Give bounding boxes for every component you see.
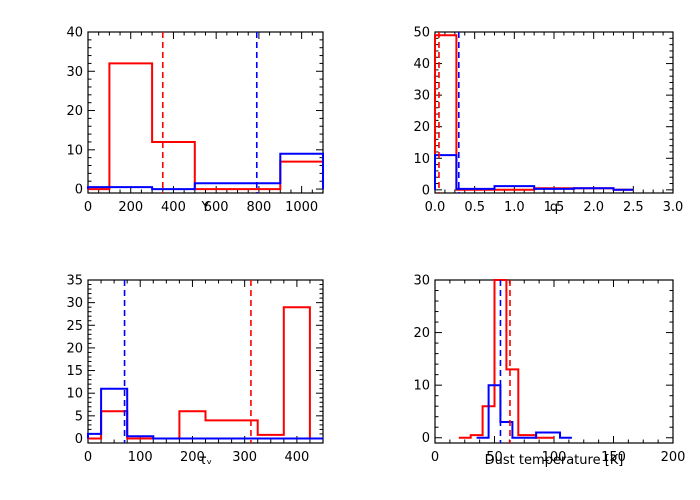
y-tick-label: 25 xyxy=(66,319,83,334)
y-tick-label: 30 xyxy=(413,274,430,289)
x-tick-label: 800 xyxy=(246,200,271,215)
y-tick-label: 20 xyxy=(66,341,83,356)
x-tick-label: 200 xyxy=(661,450,686,465)
x-tick-label: 400 xyxy=(284,450,309,465)
y-tick-label: 15 xyxy=(66,364,83,379)
x-tick-label: 1.0 xyxy=(504,200,525,215)
histogram-series-red xyxy=(88,306,323,440)
plot-frame xyxy=(87,31,324,194)
x-tick-label: 400 xyxy=(161,200,186,215)
histogram-panel-q: 0.0 0.5 1.0 1.5 2.0 2.5 3.0 0 10 20 30 40 50 q xyxy=(413,26,683,216)
histogram-series-red xyxy=(434,34,634,191)
histogram-panel-tau-v: 0 100 200 300 400 0 5 10 15 20 25 30 35 τᵥ xyxy=(66,274,324,468)
x-tick-label: 0 xyxy=(84,200,92,215)
y-tick-label: 0 xyxy=(422,431,430,446)
x-tick-label: 1000 xyxy=(285,200,318,215)
x-tick-label: 0 xyxy=(84,450,92,465)
y-tick-label: 20 xyxy=(413,326,430,341)
y-tick-label: 30 xyxy=(66,65,83,80)
x-tick-label: 50 xyxy=(486,450,503,465)
x-tick-label: 200 xyxy=(180,450,205,465)
y-tick-label: 10 xyxy=(66,387,83,402)
y-tick-label: 5 xyxy=(75,409,83,424)
y-tick-label: 20 xyxy=(66,104,83,119)
x-tick-label: 1.5 xyxy=(544,200,565,215)
plot-frame xyxy=(434,279,674,444)
x-tick-label: 0.0 xyxy=(425,200,446,215)
histogram-series-blue xyxy=(87,387,323,440)
histogram-series-blue xyxy=(434,154,634,191)
histogram-series-red xyxy=(88,62,324,191)
x-tick-label: 2.5 xyxy=(623,200,644,215)
y-tick-label: 10 xyxy=(413,152,430,167)
x-tick-label: 300 xyxy=(232,450,257,465)
y-tick-label: 10 xyxy=(413,379,430,394)
histogram-series-red xyxy=(458,279,554,439)
histogram-panel-dust-temperature: 0 50 100 150 200 0 10 20 30 Dust temperature [K] xyxy=(413,274,685,469)
x-tick-label: 100 xyxy=(128,450,153,465)
plot-frame xyxy=(434,31,674,194)
x-tick-label: 0.5 xyxy=(464,200,485,215)
x-tick-label: 100 xyxy=(542,450,567,465)
x-tick-label: 0 xyxy=(431,450,439,465)
y-tick-label: 30 xyxy=(66,296,83,311)
histogram-series-blue xyxy=(476,384,572,439)
y-tick-label: 0 xyxy=(422,183,430,198)
y-tick-label: 0 xyxy=(75,183,83,198)
y-tick-label: 10 xyxy=(66,143,83,158)
y-tick-label: 0 xyxy=(75,432,83,447)
y-tick-label: 35 xyxy=(66,274,83,289)
x-tick-label: 3.0 xyxy=(663,200,684,215)
x-tick-label: 600 xyxy=(204,200,229,215)
y-tick-label: 40 xyxy=(413,57,430,72)
x-tick-label: 200 xyxy=(118,200,143,215)
x-axis-label: τᵥ xyxy=(199,453,212,468)
y-tick-label: 30 xyxy=(413,89,430,104)
x-tick-label: 2.0 xyxy=(583,200,604,215)
x-axis-label: Y xyxy=(201,200,210,215)
x-tick-label: 150 xyxy=(601,450,626,465)
histogram-series-blue xyxy=(87,152,324,191)
y-tick-label: 40 xyxy=(66,26,83,41)
y-tick-label: 50 xyxy=(413,26,430,41)
histogram-panel-y: 0 200 400 600 800 1000 0 10 20 30 40 Y xyxy=(66,26,324,215)
x-axis-label: Dust temperature [K] xyxy=(485,453,624,468)
y-tick-label: 20 xyxy=(413,120,430,135)
x-axis-label: q xyxy=(550,200,558,215)
